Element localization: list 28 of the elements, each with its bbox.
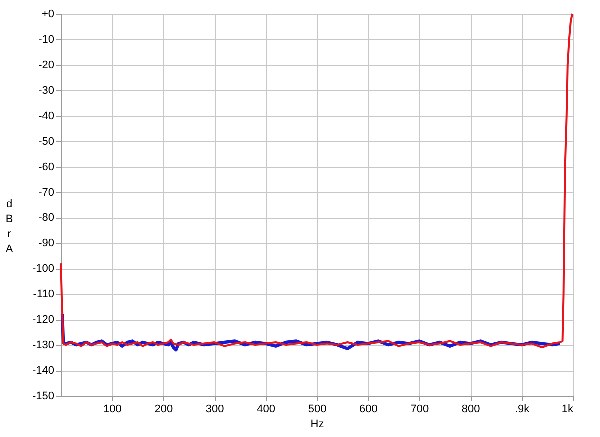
x-tick-label: 800 [462,404,480,416]
x-tick-label: 100 [104,404,122,416]
y-tick-label: +0 [42,8,54,20]
x-tick-label: 700 [410,404,430,416]
y-tick-label: -90 [38,238,54,250]
x-tick-label: .9k [514,404,530,416]
y-tick-label: -60 [38,161,54,174]
x-tick-label: 1k [562,404,574,416]
y-tick-label: -110 [33,288,54,301]
y-tick-label: -30 [38,84,54,97]
y-tick-label: -150 [32,390,54,402]
x-tick-label: 600 [360,404,378,416]
y-tick-label: -10 [38,34,54,46]
x-tick-label: 300 [206,404,224,416]
y-tick-label: -70 [38,186,54,199]
x-axis-title: Hz [310,418,324,430]
y-tick-label: -40 [38,110,54,122]
y-tick-label: -130 [32,340,54,352]
x-tick-label: 200 [154,404,174,416]
y-axis-title: dBr A [6,198,14,256]
y-tick-label: -140 [32,365,54,378]
y-tick-label: -120 [32,314,54,326]
y-tick-label: -100 [32,263,54,276]
y-tick-label: -20 [38,59,54,72]
x-tick-label: 500 [308,404,327,416]
y-tick-label: -80 [38,212,54,224]
x-tick-label: 400 [257,404,276,416]
y-tick-label: -50 [38,136,54,148]
